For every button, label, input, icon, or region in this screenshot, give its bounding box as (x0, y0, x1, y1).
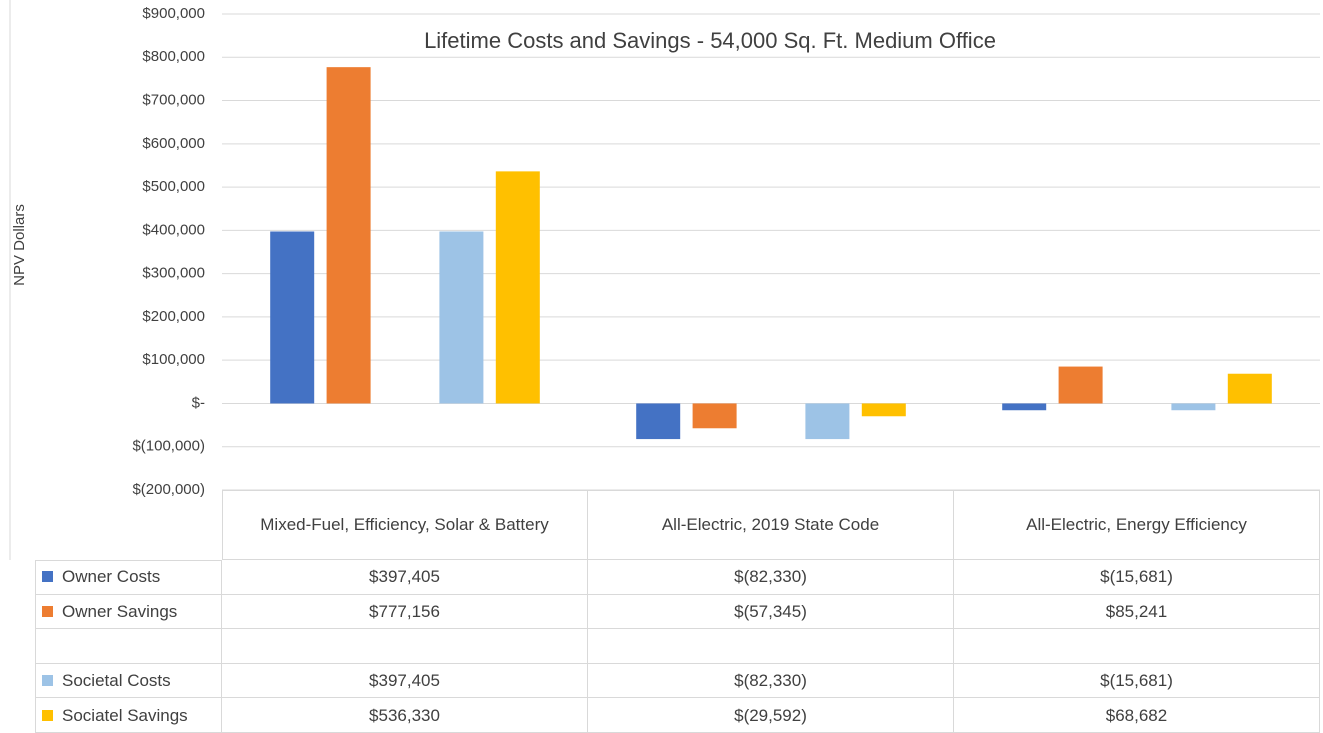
legend-label: Owner Costs (62, 567, 161, 587)
table-value: $777,156 (222, 594, 588, 630)
table-left-border (222, 490, 223, 560)
bar (1171, 403, 1216, 411)
bar (1002, 403, 1047, 411)
table-value: $397,405 (222, 663, 588, 699)
table-value: $85,241 (954, 594, 1320, 630)
table-value: $(57,345) (588, 594, 954, 630)
bar (692, 403, 737, 429)
y-tick-label: $800,000 (142, 48, 205, 65)
bar (1058, 366, 1103, 404)
y-tick-label: $300,000 (142, 265, 205, 282)
legend-swatch (42, 675, 53, 687)
legend-swatch (42, 605, 53, 617)
table-value: $(29,592) (588, 698, 954, 733)
y-tick-label: $(200,000) (132, 481, 205, 498)
table-value (588, 629, 954, 664)
table-value: $(15,681) (954, 663, 1320, 699)
bar (439, 231, 484, 404)
legend-cell: Societal Costs (35, 663, 222, 699)
bar (636, 403, 681, 440)
y-tick-label: $600,000 (142, 135, 205, 152)
y-tick-label: $500,000 (142, 178, 205, 195)
y-tick-label: $400,000 (142, 221, 205, 238)
legend-label: Sociatel Savings (62, 705, 188, 725)
y-axis-label: NPV Dollars (11, 204, 28, 286)
table-value: $(82,330) (588, 560, 954, 595)
y-tick-label: $- (192, 394, 205, 411)
table-value: $397,405 (222, 560, 588, 595)
legend-swatch (42, 571, 53, 583)
table-value: $68,682 (954, 698, 1320, 733)
table-value: $536,330 (222, 698, 588, 733)
bar (861, 403, 906, 417)
category-header: All-Electric, 2019 State Code (588, 490, 954, 560)
bar (270, 231, 315, 404)
table-value: $(82,330) (588, 663, 954, 699)
y-tick-label: $900,000 (142, 5, 205, 22)
legend-label: Societal Costs (62, 671, 171, 691)
legend-label: Owner Savings (62, 601, 178, 621)
category-header: Mixed-Fuel, Efficiency, Solar & Battery (222, 490, 588, 560)
table-top-border (222, 490, 1320, 491)
legend-cell: Owner Savings (35, 594, 222, 630)
legend-cell (35, 629, 222, 664)
legend-swatch (42, 709, 53, 721)
table-value (954, 629, 1320, 664)
bar (326, 67, 371, 404)
chart-title: Lifetime Costs and Savings - 54,000 Sq. … (424, 28, 996, 53)
bar (805, 403, 850, 440)
y-tick-label: $200,000 (142, 308, 205, 325)
category-header: All-Electric, Energy Efficiency (954, 490, 1320, 560)
table-value (222, 629, 588, 664)
legend-cell: Sociatel Savings (35, 698, 222, 733)
legend-cell: Owner Costs (35, 560, 222, 595)
y-tick-label: $100,000 (142, 351, 205, 368)
bar (495, 171, 540, 404)
table-value: $(15,681) (954, 560, 1320, 595)
y-tick-label: $700,000 (142, 92, 205, 109)
y-tick-label: $(100,000) (132, 438, 205, 455)
table-top-line (35, 560, 222, 561)
bar (1227, 373, 1272, 404)
